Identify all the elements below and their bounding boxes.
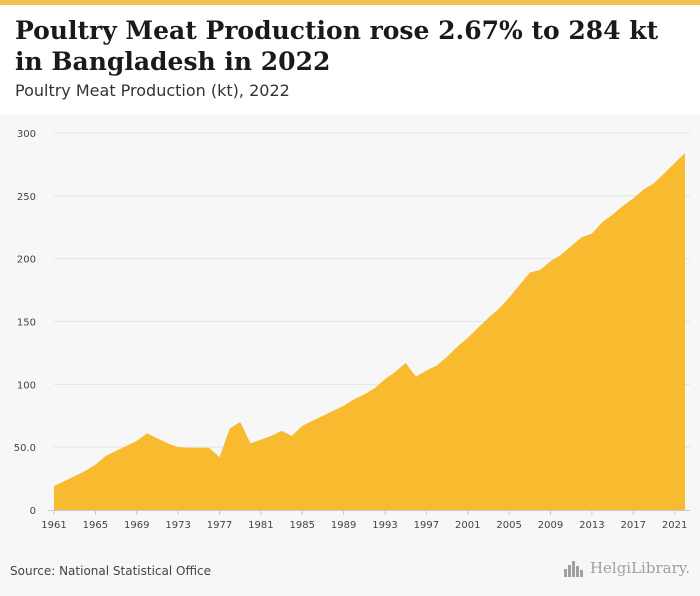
y-tick-label: 100 bbox=[17, 380, 36, 391]
data-point bbox=[508, 296, 510, 298]
data-point bbox=[146, 432, 148, 434]
y-tick-label: 250 bbox=[17, 192, 36, 203]
data-point bbox=[84, 470, 86, 472]
x-tick-label: 1989 bbox=[331, 520, 356, 531]
data-point bbox=[611, 213, 613, 215]
data-point bbox=[622, 205, 624, 207]
data-point bbox=[467, 337, 469, 339]
source-note: Source: National Statistical Office bbox=[10, 564, 212, 578]
data-point bbox=[280, 430, 282, 432]
chart-title: Poultry Meat Production rose 2.67% to 28… bbox=[15, 16, 659, 76]
data-point bbox=[301, 425, 303, 427]
x-tick-label: 2001 bbox=[455, 520, 480, 531]
area-chart: 0 50.0 100 150 200 250 300 1961 1965 1969 1973 197… bbox=[14, 129, 690, 531]
y-tick-label: 150 bbox=[17, 318, 36, 329]
data-point bbox=[373, 387, 375, 389]
x-tick-label: 1969 bbox=[124, 520, 149, 531]
y-tick-label: 200 bbox=[17, 255, 36, 266]
chart-subtitle: Poultry Meat Production (kt), 2022 bbox=[15, 81, 290, 100]
data-point bbox=[560, 254, 562, 256]
data-point bbox=[549, 260, 551, 262]
data-point bbox=[580, 236, 582, 238]
data-point bbox=[415, 376, 417, 378]
data-point bbox=[601, 221, 603, 223]
data-point bbox=[477, 327, 479, 329]
data-point bbox=[322, 415, 324, 417]
data-point bbox=[270, 435, 272, 437]
data-point bbox=[94, 464, 96, 466]
data-point bbox=[518, 284, 520, 286]
x-tick-label: 2021 bbox=[662, 520, 687, 531]
chart-footer: Source: National Statistical Office Helg… bbox=[0, 543, 700, 596]
y-tick-label: 0 bbox=[30, 506, 36, 517]
data-point bbox=[218, 456, 220, 458]
data-point bbox=[291, 435, 293, 437]
y-tick-label: 50.0 bbox=[14, 443, 36, 454]
data-point bbox=[53, 485, 55, 487]
data-point bbox=[591, 232, 593, 234]
x-tick-label: 1973 bbox=[165, 520, 190, 531]
data-point bbox=[208, 447, 210, 449]
data-point bbox=[436, 364, 438, 366]
data-point bbox=[405, 362, 407, 364]
data-point bbox=[384, 378, 386, 380]
data-point bbox=[177, 446, 179, 448]
data-point bbox=[456, 345, 458, 347]
data-point bbox=[156, 437, 158, 439]
data-point bbox=[136, 440, 138, 442]
x-tick-label: 1981 bbox=[248, 520, 273, 531]
logo-text: HelgiLibrary. bbox=[589, 559, 690, 577]
data-point bbox=[653, 182, 655, 184]
data-point bbox=[73, 475, 75, 477]
x-tick-label: 2013 bbox=[579, 520, 604, 531]
y-tick-label: 300 bbox=[17, 129, 36, 140]
area-fill bbox=[54, 153, 685, 510]
data-point bbox=[260, 438, 262, 440]
x-tick-label: 1977 bbox=[207, 520, 232, 531]
data-point bbox=[105, 455, 107, 457]
data-point bbox=[229, 427, 231, 429]
data-point bbox=[642, 188, 644, 190]
data-point bbox=[353, 398, 355, 400]
data-point bbox=[363, 393, 365, 395]
y-axis: 0 50.0 100 150 200 250 300 bbox=[14, 129, 36, 517]
data-point bbox=[446, 355, 448, 357]
data-point bbox=[684, 152, 686, 154]
data-point bbox=[570, 245, 572, 247]
data-point bbox=[63, 480, 65, 482]
helgi-library-logo[interactable]: HelgiLibrary. bbox=[563, 559, 690, 577]
data-point bbox=[632, 197, 634, 199]
x-tick-label: 1997 bbox=[414, 520, 439, 531]
data-point bbox=[311, 420, 313, 422]
data-point bbox=[239, 421, 241, 423]
data-point bbox=[115, 450, 117, 452]
data-point bbox=[539, 269, 541, 271]
x-tick-label: 2005 bbox=[496, 520, 521, 531]
chart-header: Poultry Meat Production rose 2.67% to 28… bbox=[0, 5, 700, 115]
data-point bbox=[167, 442, 169, 444]
data-point bbox=[498, 308, 500, 310]
x-tick-label: 1993 bbox=[372, 520, 397, 531]
data-point bbox=[332, 410, 334, 412]
top-accent-stripe bbox=[0, 0, 700, 5]
data-point bbox=[425, 369, 427, 371]
x-tick-label: 1961 bbox=[41, 520, 66, 531]
data-point bbox=[249, 442, 251, 444]
data-point bbox=[394, 371, 396, 373]
x-tick-label: 1985 bbox=[290, 520, 315, 531]
skyline-icon bbox=[563, 561, 583, 577]
area-series bbox=[53, 152, 686, 510]
x-tick-label: 2017 bbox=[621, 520, 646, 531]
x-tick-label: 1965 bbox=[83, 520, 108, 531]
data-point bbox=[487, 317, 489, 319]
data-point bbox=[663, 172, 665, 174]
x-axis: 1961 1965 1969 1973 1977 1981 1985 1989 1993 1997… bbox=[41, 510, 690, 531]
data-point bbox=[673, 162, 675, 164]
data-point bbox=[342, 404, 344, 406]
data-point bbox=[187, 447, 189, 449]
data-point bbox=[198, 447, 200, 449]
x-tick-label: 2009 bbox=[538, 520, 563, 531]
data-point bbox=[529, 271, 531, 273]
data-point bbox=[125, 445, 127, 447]
